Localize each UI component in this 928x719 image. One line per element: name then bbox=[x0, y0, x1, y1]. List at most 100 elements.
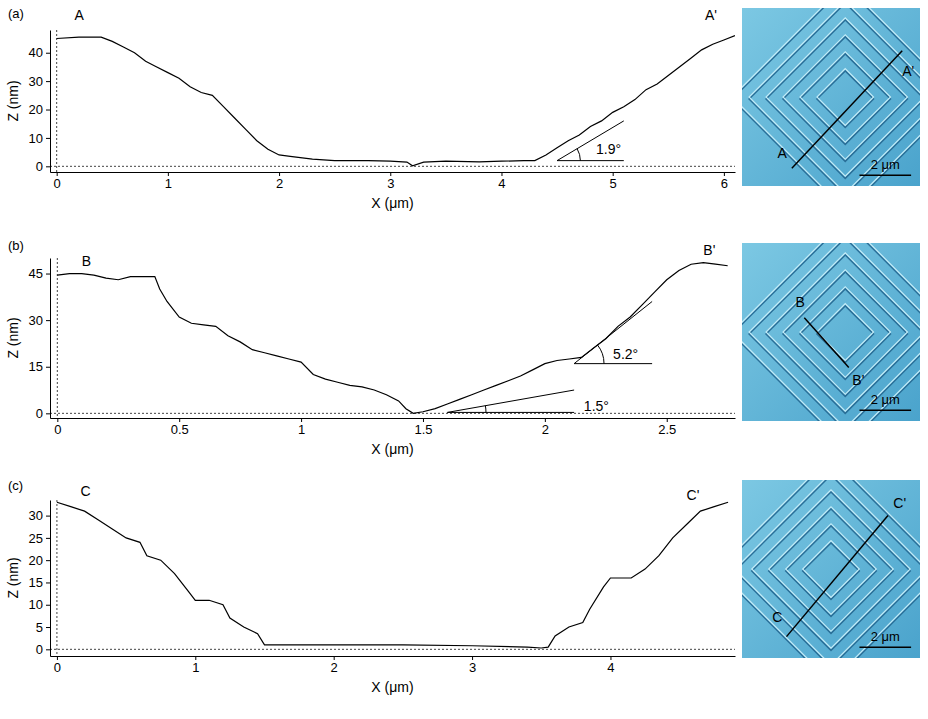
scale-bar-label: 2 μm bbox=[871, 629, 900, 644]
profile-path bbox=[804, 318, 849, 368]
annotation: A bbox=[74, 7, 84, 23]
x-tick: 1 bbox=[165, 172, 172, 191]
y-axis-title: Z (nm) bbox=[5, 557, 21, 598]
y-tick-mark bbox=[46, 138, 50, 139]
plot-area bbox=[57, 36, 735, 166]
x-tick-label: 2 bbox=[331, 660, 338, 675]
afm-image bbox=[742, 243, 920, 421]
slope-line bbox=[557, 121, 624, 161]
slope-line bbox=[447, 390, 574, 412]
y-tick-mark bbox=[46, 81, 50, 82]
terrace-shadow bbox=[800, 289, 891, 380]
terrace-edge bbox=[742, 480, 920, 658]
y-tick: 0 bbox=[36, 159, 50, 174]
y-tick: 10 bbox=[29, 131, 50, 146]
y-tick-mark bbox=[46, 516, 50, 517]
y-tick: 45 bbox=[29, 266, 50, 281]
plot-area bbox=[57, 263, 727, 414]
y-tick: 40 bbox=[29, 45, 50, 60]
slope-base-line bbox=[574, 363, 652, 364]
annotation: 1.5° bbox=[584, 398, 609, 414]
y-axis: 051015202530 bbox=[29, 501, 51, 657]
y-tick: 15 bbox=[29, 575, 50, 590]
x-tick-label: 0 bbox=[54, 660, 61, 675]
reference-line bbox=[56, 30, 57, 172]
scale-bar-label: 2 μm bbox=[871, 392, 900, 407]
panel: 00.511.522.50153045BB'1.5°5.2°X (μm)Z (n… bbox=[5, 238, 736, 457]
x-tick: 4 bbox=[498, 172, 505, 191]
x-tick-label: 2 bbox=[276, 176, 283, 191]
scale-bar bbox=[859, 410, 911, 412]
y-tick-label: 10 bbox=[29, 597, 43, 612]
annotation: B' bbox=[703, 242, 715, 258]
y-tick-label: 10 bbox=[29, 131, 43, 146]
x-tick-label: 0.5 bbox=[171, 422, 189, 437]
terrace-edge bbox=[769, 507, 893, 631]
x-axis: 0123456 bbox=[51, 172, 736, 191]
profile-path bbox=[792, 51, 902, 168]
y-tick-mark bbox=[46, 53, 50, 54]
panel-label: (b) bbox=[8, 238, 24, 253]
y-tick: 20 bbox=[29, 102, 50, 117]
y-tick: 30 bbox=[29, 313, 50, 328]
annotation: C' bbox=[687, 487, 700, 503]
y-tick: 10 bbox=[29, 597, 50, 612]
afm-image bbox=[742, 8, 920, 186]
y-tick: 20 bbox=[29, 553, 50, 568]
y-tick: 30 bbox=[29, 508, 50, 523]
terrace-shadow bbox=[742, 480, 920, 658]
y-tick: 30 bbox=[29, 74, 50, 89]
afm-image-panel: BB'2 μm bbox=[732, 219, 928, 447]
terrace-edge bbox=[817, 304, 874, 361]
x-tick-label: 2 bbox=[542, 422, 549, 437]
y-tick-label: 0 bbox=[36, 159, 43, 174]
x-tick: 1 bbox=[192, 656, 199, 675]
terrace-shadow bbox=[742, 8, 920, 186]
x-tick-label: 0 bbox=[54, 176, 61, 191]
y-tick-label: 30 bbox=[29, 508, 43, 523]
y-axis: 0 10 20 30 40 bbox=[29, 31, 51, 174]
profile-path bbox=[787, 516, 888, 637]
x-tick: 2 bbox=[331, 656, 338, 675]
terrace-shadow bbox=[783, 272, 907, 396]
panel: 01234051015202530CC'X (μm)Z (nm)(c) bbox=[5, 478, 736, 695]
reference-line bbox=[50, 413, 735, 414]
x-tick-label: 1 bbox=[298, 422, 305, 437]
y-axis-title: Z (nm) bbox=[5, 317, 21, 358]
terrace-edge bbox=[783, 270, 907, 394]
x-tick-label: 4 bbox=[498, 176, 505, 191]
y-tick-mark bbox=[46, 605, 50, 606]
terrace-shadow bbox=[742, 480, 920, 658]
terrace-edge bbox=[803, 541, 860, 598]
scale-bar bbox=[859, 175, 911, 177]
x-tick-label: 3 bbox=[387, 176, 394, 191]
annotation: A' bbox=[705, 7, 717, 23]
x-axis-line bbox=[51, 656, 736, 657]
image-end-label: A' bbox=[902, 63, 914, 79]
x-tick: 0 bbox=[54, 172, 61, 191]
x-tick: 2.5 bbox=[658, 418, 676, 437]
x-tick: 2 bbox=[542, 418, 549, 437]
y-tick-label: 15 bbox=[29, 575, 43, 590]
annotation: 1.9° bbox=[596, 141, 621, 157]
y-tick-mark bbox=[46, 538, 50, 539]
x-tick-label: 3 bbox=[469, 660, 476, 675]
scale-bar bbox=[859, 647, 911, 649]
angle-arc bbox=[598, 345, 605, 364]
y-tick-mark bbox=[46, 274, 50, 275]
x-axis: 00.511.522.5 bbox=[51, 418, 736, 437]
image-start-label: C bbox=[772, 609, 782, 625]
y-axis-line bbox=[50, 259, 51, 419]
y-axis-title: Z (nm) bbox=[5, 80, 21, 121]
y-tick-mark bbox=[46, 582, 50, 583]
y-tick-mark bbox=[46, 627, 50, 628]
plot-area bbox=[57, 502, 728, 648]
terrace-shadow bbox=[817, 306, 874, 363]
y-tick-mark bbox=[46, 166, 50, 167]
x-axis: 01234 bbox=[51, 656, 736, 675]
x-tick-label: 2.5 bbox=[658, 422, 676, 437]
annotation: C bbox=[80, 483, 90, 499]
annotation: B bbox=[82, 253, 91, 269]
x-axis-title: X (μm) bbox=[371, 679, 413, 695]
y-axis-line bbox=[50, 31, 51, 173]
